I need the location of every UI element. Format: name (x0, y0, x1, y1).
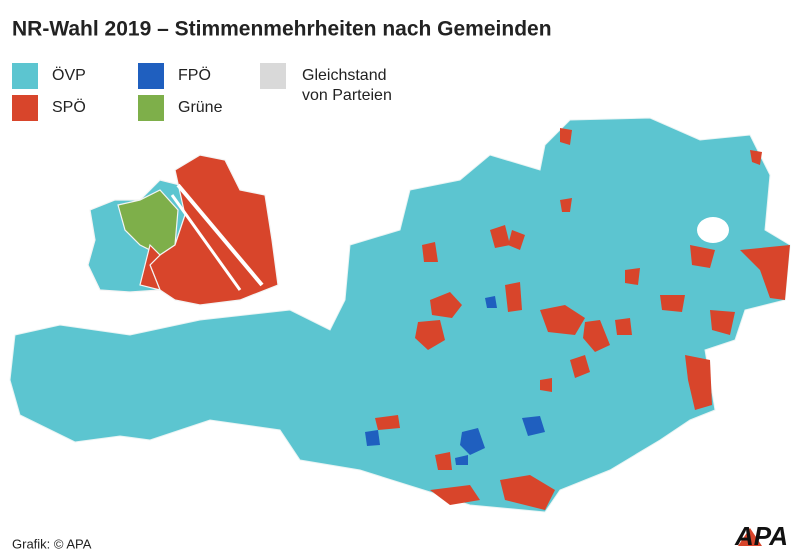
legend-label: Gleichstand (302, 67, 387, 84)
legend-swatch (138, 95, 164, 121)
legend-label: ÖVP (52, 66, 86, 84)
logo: APA (734, 521, 788, 551)
logo-mark (738, 528, 762, 546)
legend-label: Grüne (178, 99, 223, 116)
legend-swatch (12, 95, 38, 121)
austria-map (9, 117, 791, 513)
legend-label: von Parteien (302, 87, 392, 104)
legend-swatch (260, 63, 286, 89)
credit: Grafik: © APA (12, 536, 92, 551)
title: NR-Wahl 2019 – Stimmenmehrheiten nach Ge… (12, 18, 552, 41)
legend-swatch (138, 63, 164, 89)
legend-label: FPÖ (178, 66, 211, 84)
legend-swatch (12, 63, 38, 89)
legend-label: SPÖ (52, 98, 86, 116)
vienna-inset (87, 154, 279, 306)
